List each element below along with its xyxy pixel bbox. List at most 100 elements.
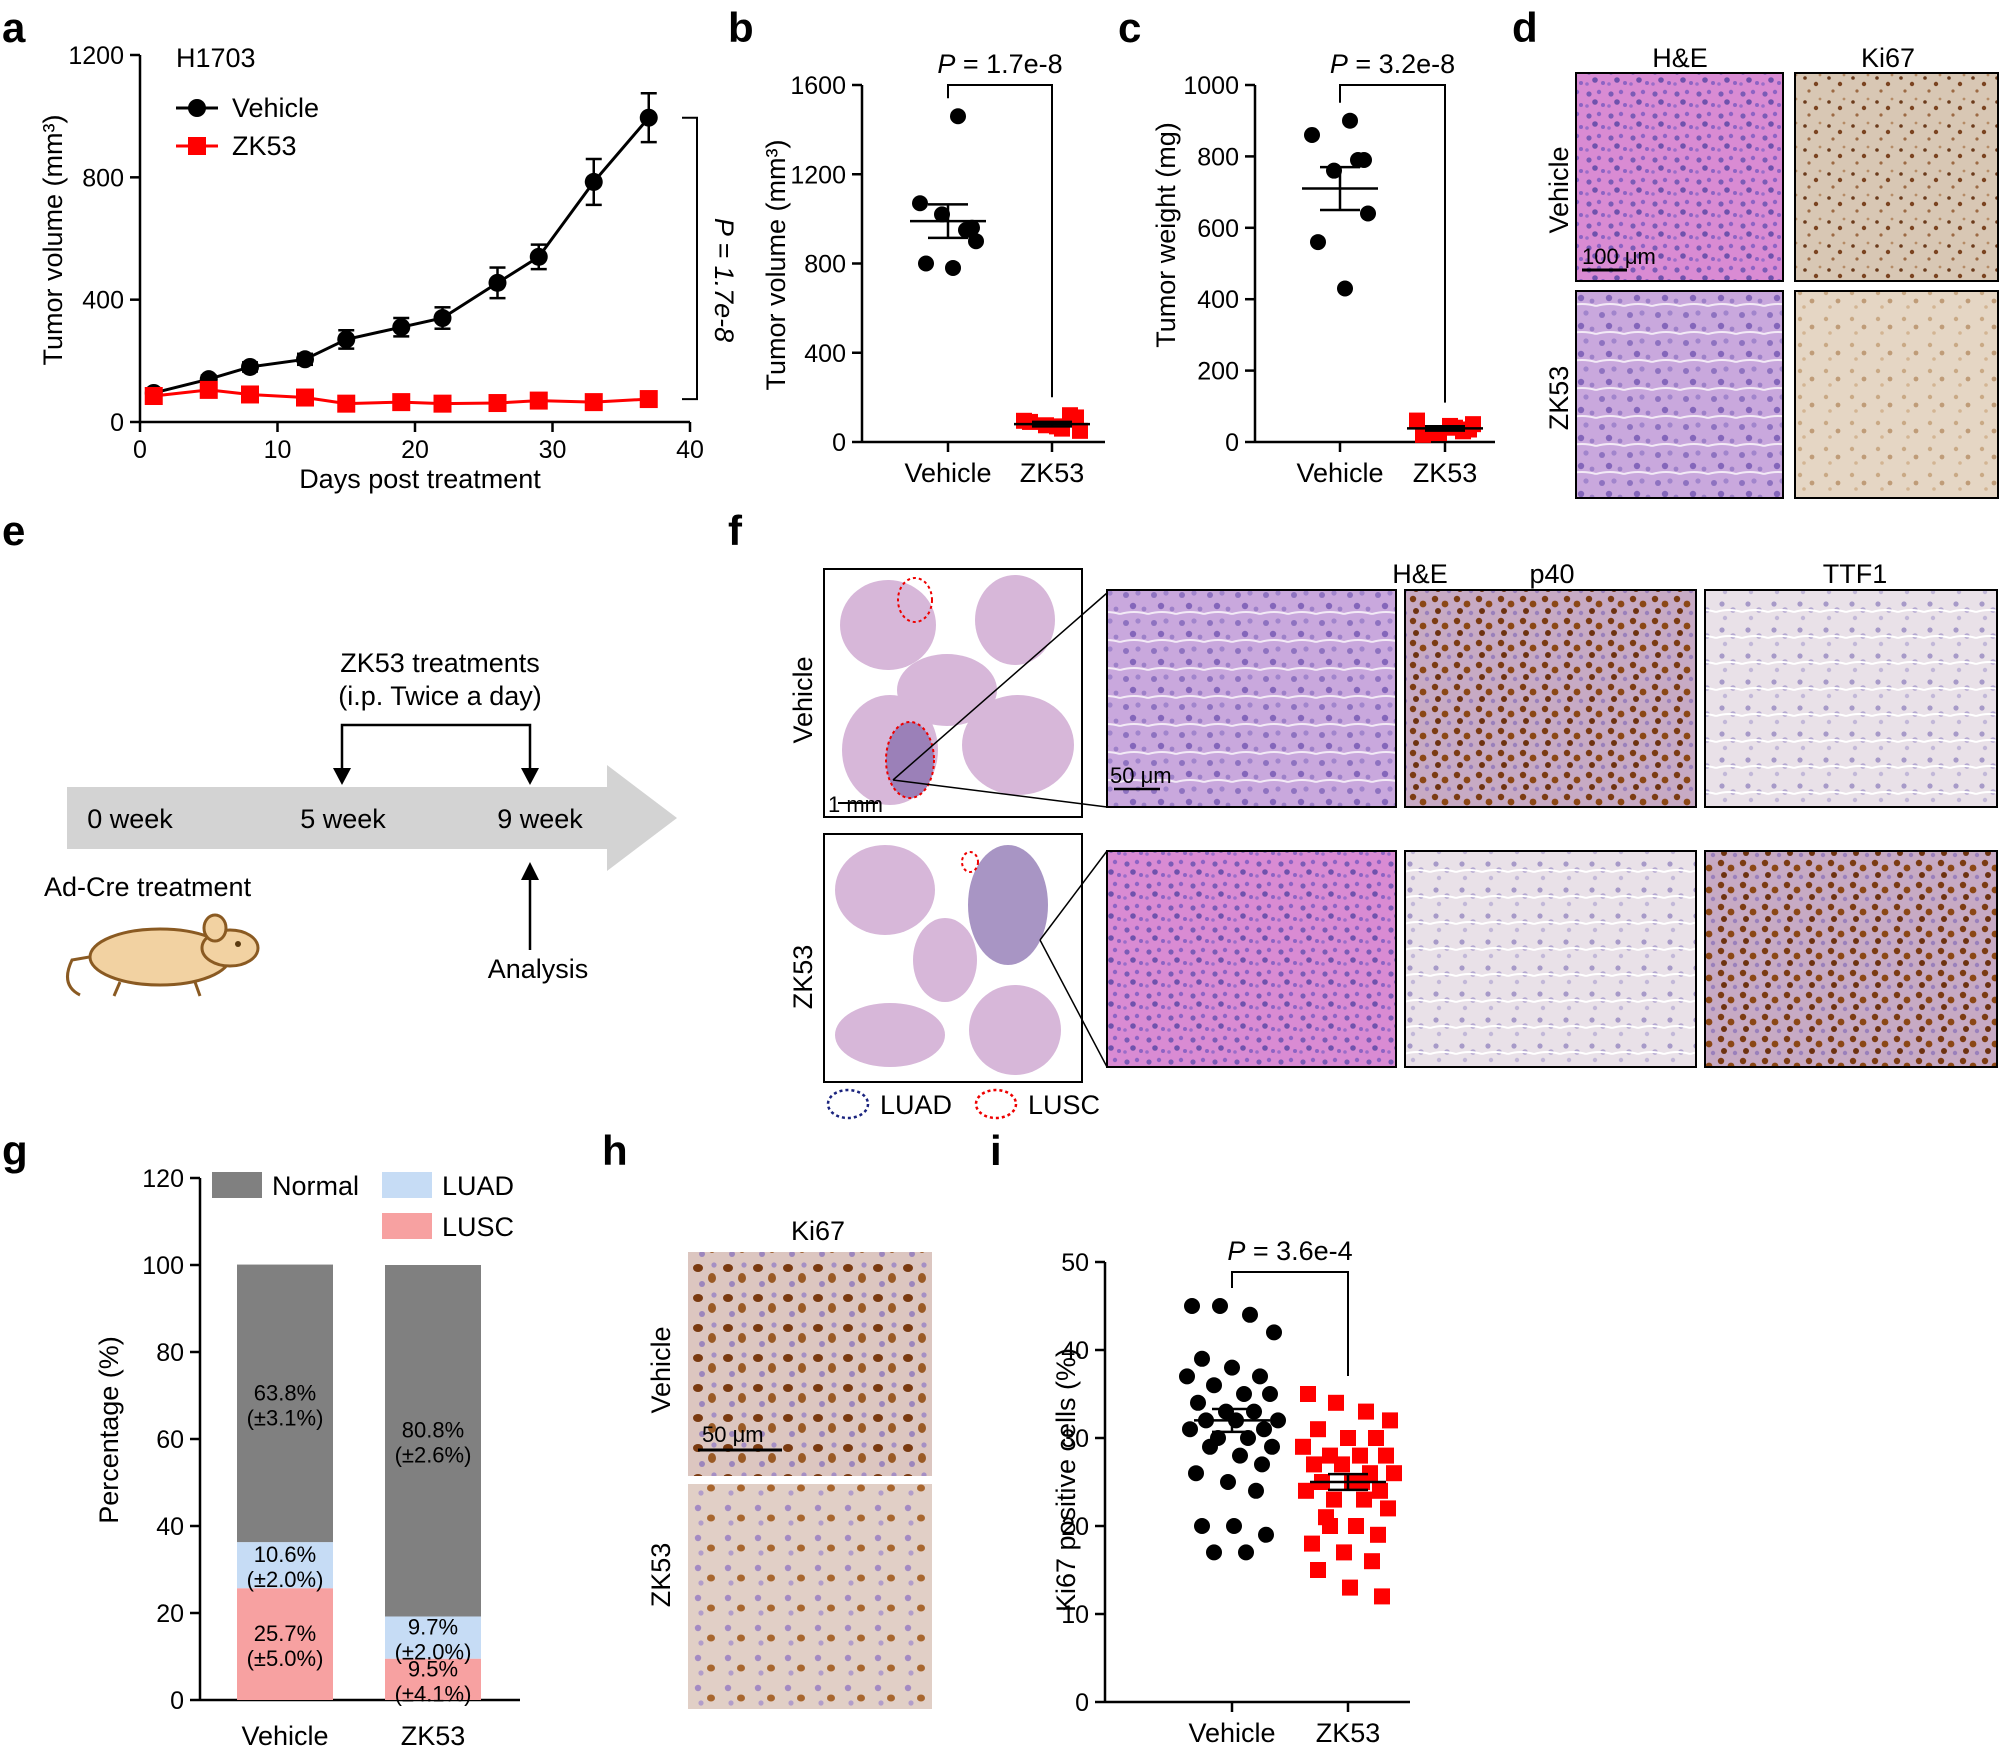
f-whole-scale-label: 1 mm [828, 792, 883, 817]
chart-a-point-zk53 [199, 380, 218, 399]
panel-label-g: g [2, 1127, 28, 1174]
chart-i-point-zk53 [1374, 1588, 1390, 1605]
chart-i-y-tick-label: 10 [1061, 1601, 1089, 1629]
chart-a-point-zk53 [433, 394, 452, 413]
chart-b-y-tick-label: 1600 [790, 72, 846, 100]
chart-c-point-vehicle [1310, 234, 1326, 251]
chart-b-y-tick-label: 400 [804, 340, 846, 368]
chart-i-point-zk53 [1382, 1412, 1398, 1429]
d-header-ki67: Ki67 [1861, 43, 1915, 73]
chart-i-point-vehicle [1240, 1430, 1256, 1446]
chart-c-y-tick-label: 400 [1197, 286, 1239, 314]
chart-c-pvalue-bracket [1339, 84, 1446, 403]
chart-i-point-vehicle [1194, 1518, 1210, 1534]
chart-i-point-vehicle [1256, 1421, 1272, 1438]
f-zk53-lobe [968, 845, 1048, 965]
f-zk53-lobe [913, 918, 977, 1002]
chart-b-ylabel: Tumor volume (mm³) [761, 139, 791, 390]
chart-i-point-vehicle [1190, 1394, 1206, 1411]
f-legend-lusc: LUSC [1028, 1090, 1100, 1120]
f-ttf1-vehicle-image [1704, 589, 1998, 808]
chart-g-bar-label: 25.7% [254, 1621, 316, 1646]
chart-i-point-vehicle [1212, 1298, 1228, 1314]
e-treatment-bracket [340, 723, 532, 775]
chart-i-point-zk53 [1336, 1544, 1352, 1561]
chart-a-pvalue-bracket [682, 116, 698, 401]
chart-b-point-vehicle [934, 206, 950, 223]
chart-b-point-vehicle [950, 108, 966, 125]
d-ki67-zk53-image [1794, 290, 1999, 499]
chart-i-point-zk53 [1306, 1456, 1322, 1473]
chart-a-point-vehicle [433, 309, 452, 328]
legend-zk53-marker [188, 137, 206, 155]
chart-g-bar-label: 63.8% [254, 1380, 316, 1405]
e-treatment-line2: (i.p. Twice a day) [338, 681, 542, 711]
chart-b-pvalue-bracket [947, 84, 1053, 398]
chart-g-bar-label: 9.7% [408, 1615, 458, 1640]
panel-label-a: a [2, 4, 26, 51]
chart-i-y-tick-label: 40 [1061, 1337, 1089, 1365]
chart-a-x-tick-label: 0 [133, 436, 147, 464]
chart-i-point-zk53 [1378, 1447, 1394, 1464]
f-header-he: H&E [1392, 559, 1448, 589]
chart-a-point-zk53 [337, 394, 356, 413]
chart-i-y-tick-label: 30 [1061, 1425, 1089, 1453]
chart-i-point-vehicle [1184, 1298, 1200, 1314]
chart-g-y-tick-label: 60 [156, 1426, 184, 1454]
chart-b-point-vehicle [918, 255, 934, 272]
chart-g-y-tick-label: 100 [142, 1252, 184, 1280]
chart-c-point-vehicle [1337, 280, 1353, 297]
f-legend-luad: LUAD [880, 1090, 952, 1120]
g-legend-lusc-swatch [382, 1213, 432, 1239]
panel-label-e: e [2, 507, 25, 554]
chart-g-x-tick-label: Vehicle [241, 1721, 328, 1751]
f-vehicle-lobe [897, 654, 997, 726]
f-he-zk53-image [1106, 850, 1397, 1068]
chart-c-point-vehicle [1360, 205, 1376, 222]
chart-g-bar-normal [237, 1264, 333, 1543]
chart-c-y-tick-label: 800 [1197, 143, 1239, 171]
f-legend-luad-marker [826, 1088, 870, 1120]
mouse-icon [66, 913, 260, 997]
chart-b-point-vehicle [945, 259, 961, 276]
chart-a-y-tick-label: 800 [82, 164, 124, 192]
legend-zk53: ZK53 [232, 131, 297, 161]
chart-i-ylabel: Ki67 positive cells (%) [1051, 1348, 1081, 1612]
chart-g-bar-luad [237, 1542, 333, 1589]
chart-b-point-vehicle [964, 219, 980, 236]
chart-a-point-vehicle [584, 172, 603, 191]
chart-a-point-vehicle [488, 273, 507, 292]
chart-g-bar-label: 9.5% [408, 1656, 458, 1681]
chart-g-bar-label: 80.8% [402, 1418, 464, 1443]
e-analysis-arrowhead [521, 862, 539, 880]
chart-g-bar-lusc [237, 1588, 333, 1700]
chart-g-bar-sd: (±4.1%) [395, 1681, 472, 1706]
chart-g-bar-luad [385, 1616, 481, 1659]
panel-label-i: i [990, 1127, 1002, 1174]
f-zoom-line [1039, 850, 1108, 941]
chart-a-y-tick-label: 1200 [68, 42, 124, 70]
chart-a-point-zk53 [144, 387, 163, 406]
f-zoom-line [1039, 939, 1108, 1068]
chart-a-title: H1703 [176, 43, 256, 73]
chart-a-point-zk53 [488, 394, 507, 413]
chart-b-point-zk53 [1072, 422, 1088, 439]
chart-i-point-zk53 [1340, 1430, 1356, 1446]
chart-a-pvalue: P = 1.7e-8 [709, 218, 739, 342]
chart-b-y-tick-label: 0 [832, 429, 846, 457]
chart-c-x-tick-label: Vehicle [1296, 458, 1383, 488]
chart-i-point-vehicle [1182, 1421, 1198, 1438]
chart-i-point-zk53 [1372, 1482, 1388, 1499]
chart-g-y-tick-label: 20 [156, 1600, 184, 1628]
chart-a-point-vehicle [296, 350, 314, 369]
g-legend-lusc: LUSC [442, 1212, 514, 1242]
chart-i-y-tick-label: 20 [1061, 1513, 1089, 1541]
chart-i-y-tick-label: 50 [1061, 1249, 1089, 1277]
chart-i-point-vehicle [1264, 1438, 1280, 1455]
h-scale-label: 50 μm [702, 1422, 764, 1447]
chart-i-point-zk53 [1342, 1579, 1358, 1596]
f-header-ttf1: TTF1 [1823, 559, 1888, 589]
chart-c-point-vehicle [1342, 112, 1358, 129]
chart-a-point-vehicle [639, 108, 658, 127]
chart-i-point-vehicle [1188, 1465, 1204, 1482]
